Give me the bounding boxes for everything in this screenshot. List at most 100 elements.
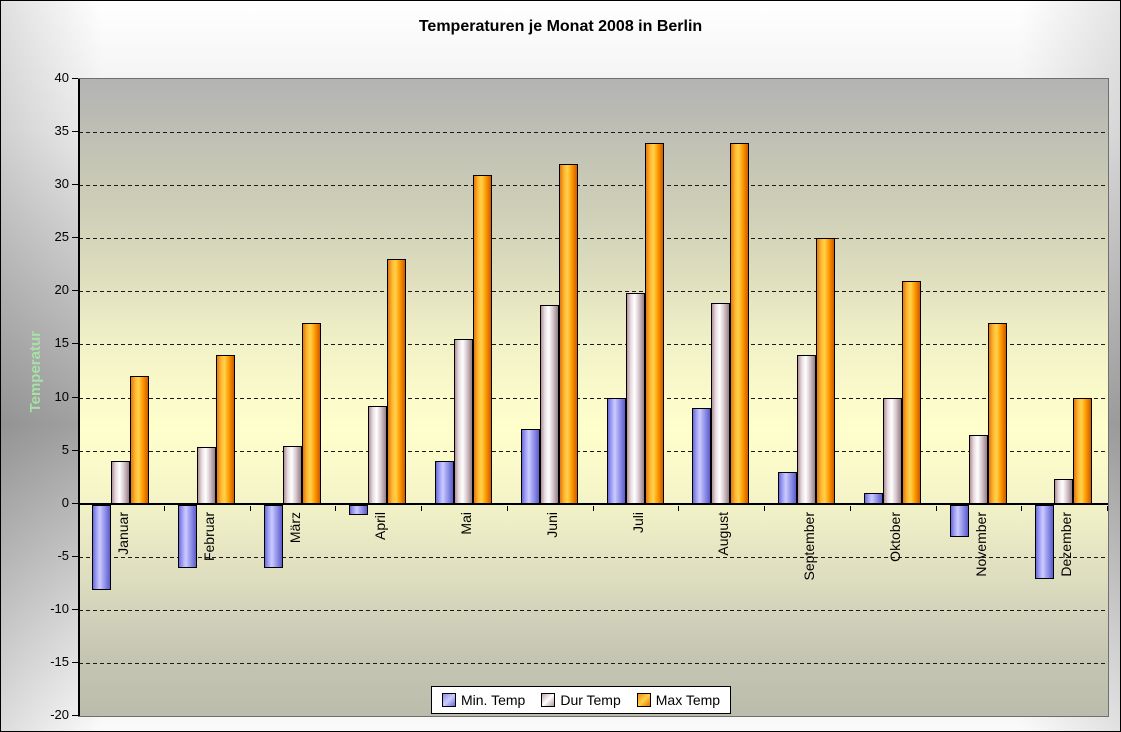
bar-max-august: [730, 142, 750, 504]
x-tick-mark: [335, 505, 337, 511]
x-tick-mark: [849, 505, 851, 511]
bar-dur-märz: [282, 446, 302, 504]
y-tick-label--10: -10: [50, 600, 69, 616]
legend-item-max: Max Temp: [636, 692, 721, 708]
x-tick-mark: [935, 505, 937, 511]
bar-max-april: [387, 259, 407, 504]
legend-label-dur: Dur Temp: [560, 692, 621, 708]
y-tick-label-5: 5: [61, 441, 69, 457]
bar-max-januar: [130, 376, 149, 504]
x-category-label-september: September: [801, 511, 817, 581]
bar-dur-juni: [539, 305, 559, 504]
bar-dur-november: [968, 434, 988, 504]
gridline-5: [79, 450, 1108, 452]
x-tick-mark: [592, 505, 594, 511]
x-tick-mark: [163, 505, 165, 511]
legend: Min. Temp Dur Temp Max Temp: [431, 686, 732, 714]
x-category-label-mai: Mai: [458, 511, 474, 535]
y-tick-mark: [72, 449, 78, 451]
x-tick-mark: [1107, 505, 1108, 511]
bar-dur-april: [368, 405, 388, 504]
bar-max-märz: [301, 323, 321, 504]
y-tick-label--5: -5: [57, 547, 69, 563]
bar-max-oktober: [901, 280, 921, 504]
gridline-30: [79, 185, 1108, 187]
legend-item-min: Min. Temp: [442, 692, 525, 708]
y-tick-mark: [72, 502, 78, 504]
bar-min-april: [349, 504, 369, 516]
x-tick-mark: [421, 505, 422, 511]
y-tick-mark: [72, 131, 78, 133]
bar-dur-september: [797, 355, 816, 504]
bar-min-februar: [177, 504, 197, 569]
bar-dur-januar: [111, 461, 130, 504]
x-tick-mark: [1021, 505, 1023, 511]
bar-dur-dezember: [1054, 479, 1074, 504]
x-tick-mark: [506, 505, 508, 511]
y-tick-mark: [72, 343, 78, 345]
x-category-label-oktober: Oktober: [886, 511, 903, 562]
y-tick-label-20: 20: [54, 282, 69, 298]
bar-min-august: [692, 408, 712, 504]
bar-dur-februar: [196, 447, 216, 504]
legend-label-max: Max Temp: [655, 692, 721, 708]
x-category-label-februar: Februar: [200, 511, 217, 561]
bar-dur-juli: [625, 293, 645, 504]
bar-dur-oktober: [882, 397, 902, 504]
y-tick-mark: [72, 608, 78, 610]
y-tick-mark: [72, 555, 78, 557]
bar-min-juli: [606, 397, 626, 504]
y-tick-label-30: 30: [54, 176, 69, 192]
x-tick-mark: [249, 505, 251, 511]
bar-max-juli: [644, 142, 664, 504]
gridline-35: [79, 132, 1108, 134]
y-tick-label--15: -15: [50, 653, 69, 669]
bar-max-september: [816, 238, 835, 504]
x-tick-mark: [764, 505, 765, 511]
y-tick-label-25: 25: [54, 229, 69, 245]
x-category-label-april: April: [372, 511, 389, 540]
bar-dur-august: [711, 303, 731, 504]
y-tick-mark: [72, 237, 78, 239]
y-tick-label-35: 35: [54, 123, 69, 139]
bar-min-november: [949, 504, 969, 537]
legend-swatch-max: [636, 693, 651, 707]
y-axis-line: [78, 79, 80, 716]
bar-max-dezember: [1073, 397, 1093, 504]
bar-max-februar: [215, 355, 235, 504]
y-tick-label-15: 15: [54, 335, 69, 351]
x-category-label-juli: Juli: [629, 511, 646, 533]
y-tick-mark: [72, 184, 78, 186]
bar-min-januar: [92, 504, 111, 590]
y-tick-mark: [72, 661, 78, 663]
legend-label-min: Min. Temp: [461, 692, 526, 708]
bar-max-mai: [473, 174, 492, 504]
y-tick-mark: [72, 78, 78, 79]
x-category-label-august: August: [715, 511, 732, 556]
legend-swatch-dur: [541, 693, 556, 707]
bar-max-juni: [558, 163, 578, 504]
bar-min-dezember: [1035, 504, 1055, 579]
chart-title: Temperaturen je Monat 2008 in Berlin: [418, 18, 703, 35]
x-axis-zero-line: [79, 502, 1108, 505]
bar-max-november: [987, 323, 1007, 504]
gridline-15: [79, 344, 1108, 346]
y-tick-mark: [72, 715, 78, 716]
x-category-label-juni: Juni: [543, 511, 560, 538]
legend-item-dur: Dur Temp: [541, 692, 621, 708]
y-tick-label--20: -20: [50, 707, 69, 722]
bar-min-juni: [520, 429, 540, 504]
x-category-label-november: November: [972, 511, 989, 577]
gridline--5: [79, 556, 1108, 558]
y-tick-label-10: 10: [54, 388, 69, 404]
bar-dur-mai: [454, 339, 473, 504]
gridline--10: [79, 609, 1108, 611]
gridline--15: [79, 662, 1108, 664]
x-category-label-märz: März: [286, 511, 303, 543]
x-category-label-januar: Januar: [115, 511, 131, 555]
bar-min-september: [778, 471, 797, 504]
plot-area: Januar Februar März April Mai Juni Juli August S…: [78, 78, 1109, 717]
y-axis-title: Temperatur: [27, 331, 44, 413]
gridline-10: [79, 397, 1108, 399]
